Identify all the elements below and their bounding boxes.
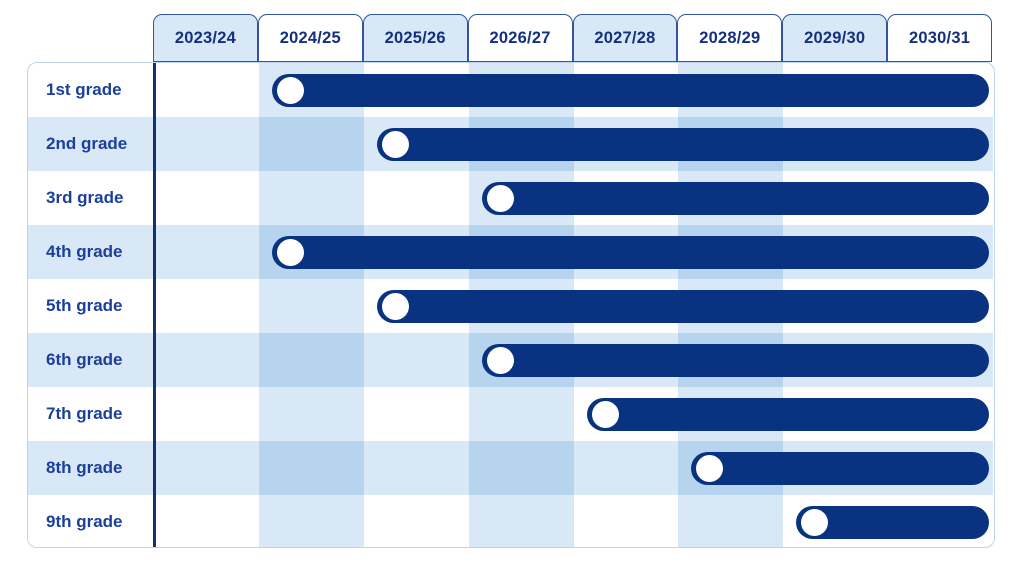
grade-label: 3rd grade (46, 188, 124, 207)
start-marker-dot (381, 292, 409, 320)
grade-label: 6th grade (28, 333, 154, 387)
timeline-bar (691, 451, 989, 485)
grid-cell (258, 333, 364, 387)
year-header-cell: 2030/31 (887, 14, 992, 62)
year-header-cell: 2023/24 (153, 14, 258, 62)
grade-label: 8th grade (28, 441, 154, 495)
grid-cell (363, 333, 469, 387)
year-header-cell: 2024/25 (257, 14, 363, 62)
year-header-cell: 2025/26 (362, 14, 468, 62)
grid-cell (363, 441, 469, 495)
grid-cell (154, 333, 259, 387)
grid-cell (468, 441, 574, 495)
grid-cell (258, 117, 364, 171)
grade-label: 7th grade (46, 404, 123, 423)
grade-row: 7th grade (28, 387, 994, 441)
grid-cell (154, 495, 259, 547)
rows-container: 1st grade 2nd grade 3rd grade 4th grade 5th … (28, 63, 994, 547)
grid-cell (468, 495, 574, 547)
grade-row: 6th grade (28, 333, 994, 387)
start-marker-dot (381, 130, 409, 158)
chart-grid: 1st grade 2nd grade 3rd grade 4th grade 5th … (27, 62, 995, 548)
y-axis-line (152, 63, 156, 547)
timeline-bar (586, 397, 989, 431)
timeline-bar (481, 181, 989, 215)
start-marker-dot (276, 76, 304, 104)
year-header-cell: 2028/29 (677, 14, 783, 62)
grid-cell (574, 495, 679, 547)
grid-cell (364, 171, 469, 225)
grade-row: 8th grade (28, 441, 994, 495)
grid-cell (468, 387, 574, 441)
grid-cell (154, 63, 259, 117)
year-header-row: 2023/24 2024/25 2025/26 2026/27 2027/28 2028/… (153, 14, 992, 62)
start-marker-dot (276, 238, 304, 266)
timeline-bar (271, 73, 989, 107)
timeline-bar (271, 235, 989, 269)
grid-cell (154, 279, 259, 333)
grid-cell (573, 441, 679, 495)
grid-cell (364, 387, 469, 441)
timeline-bar (376, 289, 989, 323)
grid-cell (154, 117, 259, 171)
grid-cell (258, 279, 364, 333)
grid-cell (258, 495, 364, 547)
grade-row: 4th grade (28, 225, 994, 279)
start-marker-dot (591, 400, 619, 428)
grid-cell (258, 171, 364, 225)
grid-cell (154, 225, 259, 279)
grid-cell (258, 387, 364, 441)
grid-cell (154, 171, 259, 225)
grade-label: 9th grade (46, 512, 123, 531)
grade-row: 1st grade (28, 63, 994, 117)
grade-label: 5th grade (46, 296, 123, 315)
grade-row: 2nd grade (28, 117, 994, 171)
grid-cell (678, 495, 784, 547)
timeline-bar (796, 505, 989, 539)
grid-cell (154, 387, 259, 441)
year-header-cell: 2026/27 (467, 14, 573, 62)
timeline-bar (376, 127, 989, 161)
grid-cell (154, 441, 259, 495)
grid-cell (364, 495, 469, 547)
grade-label: 2nd grade (28, 117, 154, 171)
grid-cell (258, 441, 364, 495)
timeline-bar (481, 343, 989, 377)
grade-row: 9th grade (28, 495, 994, 547)
year-header-cell: 2027/28 (572, 14, 678, 62)
grade-label: 4th grade (28, 225, 154, 279)
start-marker-dot (486, 184, 514, 212)
grade-row: 5th grade (28, 279, 994, 333)
start-marker-dot (486, 346, 514, 374)
start-marker-dot (801, 508, 829, 536)
start-marker-dot (696, 454, 724, 482)
grade-row: 3rd grade (28, 171, 994, 225)
grade-label: 1st grade (46, 80, 122, 99)
year-header-cell: 2029/30 (782, 14, 888, 62)
